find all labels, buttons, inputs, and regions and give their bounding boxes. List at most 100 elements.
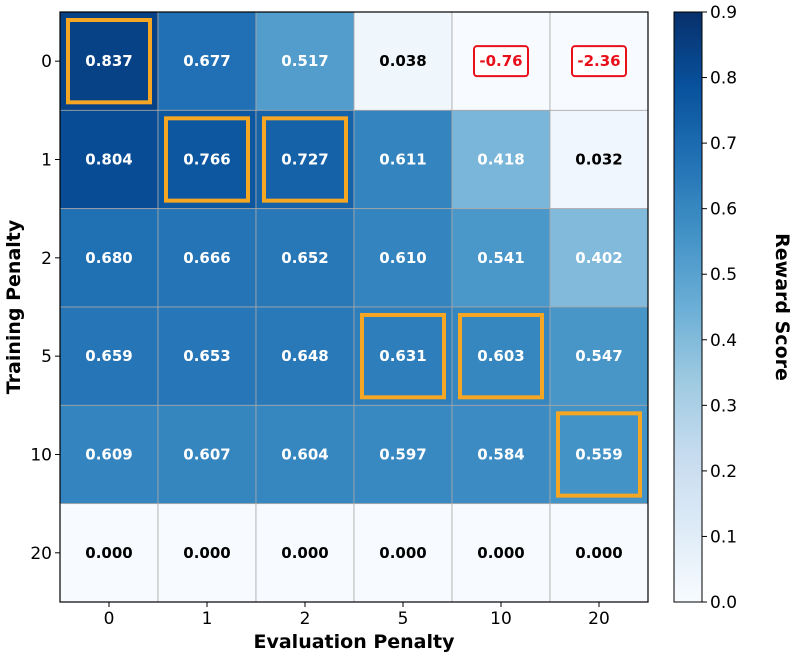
- heatmap-cell: [255, 306, 355, 406]
- negative-value-box: [473, 45, 529, 78]
- cell-value-label: 0.000: [379, 544, 426, 562]
- heatmap-cell: [157, 11, 257, 111]
- heatmap-cell: [59, 11, 159, 111]
- heatmap-cell: [353, 208, 453, 308]
- colorbar-tick-label: 0.2: [710, 462, 737, 482]
- heatmap-cell: [353, 404, 453, 505]
- cell-value-label: 0.677: [183, 52, 230, 70]
- highlight-box: [458, 312, 544, 400]
- cell-value-label: 0.648: [281, 347, 328, 365]
- x-tick-label: 2: [300, 609, 311, 629]
- colorbar-tick-label: 0.7: [710, 134, 737, 154]
- heatmap-cell: [353, 306, 453, 406]
- y-tick-label: 5: [41, 347, 52, 367]
- cell-value-label: 0.610: [379, 249, 426, 267]
- cell-value-label: 0.541: [477, 249, 524, 267]
- cell-value-label: 0.000: [281, 544, 328, 562]
- y-tick-label: 0: [41, 52, 52, 72]
- heatmap-cell: [59, 404, 159, 505]
- colorbar-title: Reward Score: [771, 233, 793, 381]
- cell-value-label: 0.609: [85, 445, 132, 463]
- highlight-box: [66, 18, 152, 105]
- cell-value-label: 0.766: [183, 150, 230, 168]
- cell-value-label: 0.666: [183, 249, 230, 267]
- heatmap-cell-labels: 0.837 0.677 0.517 0.038 -0.76 -2.36 0.804 0.766…: [85, 45, 627, 562]
- y-tick-label: 10: [30, 445, 52, 465]
- colorbar-tick-label: 0.5: [710, 265, 737, 285]
- highlight-box: [360, 312, 446, 400]
- cell-value-label: 0.559: [575, 445, 622, 463]
- cell-value-label: 0.402: [575, 249, 622, 267]
- cell-value-label: 0.607: [183, 445, 230, 463]
- heatmap-cell: [451, 404, 551, 505]
- heatmap-cell: [157, 306, 257, 406]
- colorbar-tick-label: 0.0: [710, 593, 737, 613]
- x-tick-label: 10: [490, 609, 512, 629]
- cell-value-label: 0.418: [477, 150, 524, 168]
- cell-value-label: 0.000: [183, 544, 230, 562]
- heatmap-cell: [255, 208, 355, 308]
- x-axis-title: Evaluation Penalty: [254, 631, 456, 653]
- cell-value-label: 0.038: [379, 52, 426, 70]
- cell-value-label: 0.631: [379, 347, 426, 365]
- cell-value-label: 0.804: [85, 150, 132, 168]
- cell-value-label: 0.000: [85, 544, 132, 562]
- cell-value-label: 0.597: [379, 445, 426, 463]
- colorbar: [673, 11, 703, 603]
- cell-value-label: 0.680: [85, 249, 132, 267]
- negative-value-box: [571, 45, 627, 78]
- heatmap-cell: [451, 503, 551, 603]
- cell-value-label: 0.032: [575, 150, 622, 168]
- cell-value-label: 0.837: [85, 52, 132, 70]
- heatmap-cell: [549, 503, 649, 603]
- y-tick-label: 1: [41, 150, 52, 170]
- highlight-box: [164, 116, 250, 203]
- cell-value-label: 0.547: [575, 347, 622, 365]
- cell-value-label: 0.659: [85, 347, 132, 365]
- heatmap-cell: [549, 109, 649, 210]
- y-tick-label: 2: [41, 249, 52, 269]
- heatmap-cell: [451, 306, 551, 406]
- x-tick-label: 20: [588, 609, 610, 629]
- highlight-box: [262, 116, 348, 203]
- cell-value-label: 0.611: [379, 150, 426, 168]
- highlight-boxes: [66, 18, 642, 498]
- plot-frame: [59, 11, 649, 603]
- heatmap-cell: [451, 208, 551, 308]
- cell-value-label: 0.603: [477, 347, 524, 365]
- heatmap-cells: [59, 11, 649, 603]
- heatmap-cell: [353, 11, 453, 111]
- colorbar-tick-label: 0.4: [710, 331, 737, 351]
- cell-value-label: 0.653: [183, 347, 230, 365]
- colorbar-tick-label: 0.9: [710, 3, 737, 23]
- cell-value-label: 0.000: [575, 544, 622, 562]
- heatmap-cell: [59, 208, 159, 308]
- heatmap-cell: [59, 503, 159, 603]
- cell-value-label: 0.604: [281, 445, 328, 463]
- heatmap-cell: [157, 208, 257, 308]
- cell-value-label: 0.584: [477, 445, 524, 463]
- y-axis-title: Training Penalty: [3, 219, 25, 394]
- cell-value-label: -0.76: [479, 52, 522, 70]
- colorbar-ticks: 0.0 0.1 0.2 0.3 0.4 0.5 0.6 0.7 0.8 0.9: [702, 3, 737, 613]
- x-tick-label: 0: [104, 609, 115, 629]
- heatmap-cell: [59, 306, 159, 406]
- colorbar-tick-label: 0.1: [710, 527, 737, 547]
- cell-value-label: 0.517: [281, 52, 328, 70]
- heatmap-cell: [157, 109, 257, 210]
- cell-value-label: 0.727: [281, 150, 328, 168]
- colorbar-tick-label: 0.6: [710, 200, 737, 220]
- colorbar-tick-label: 0.3: [710, 396, 737, 416]
- heatmap-cell: [549, 208, 649, 308]
- heatmap-cell: [255, 404, 355, 505]
- y-tick-label: 20: [30, 544, 52, 564]
- axis-ticks: 0 1 2 5 10 20 0 1 2 5 10 20: [30, 52, 609, 629]
- colorbar-tick-label: 0.8: [710, 69, 737, 89]
- x-tick-label: 5: [398, 609, 409, 629]
- x-tick-label: 1: [202, 609, 213, 629]
- cell-value-label: 0.000: [477, 544, 524, 562]
- cell-value-label: 0.652: [281, 249, 328, 267]
- highlight-box: [556, 411, 642, 498]
- cell-value-label: -2.36: [577, 52, 620, 70]
